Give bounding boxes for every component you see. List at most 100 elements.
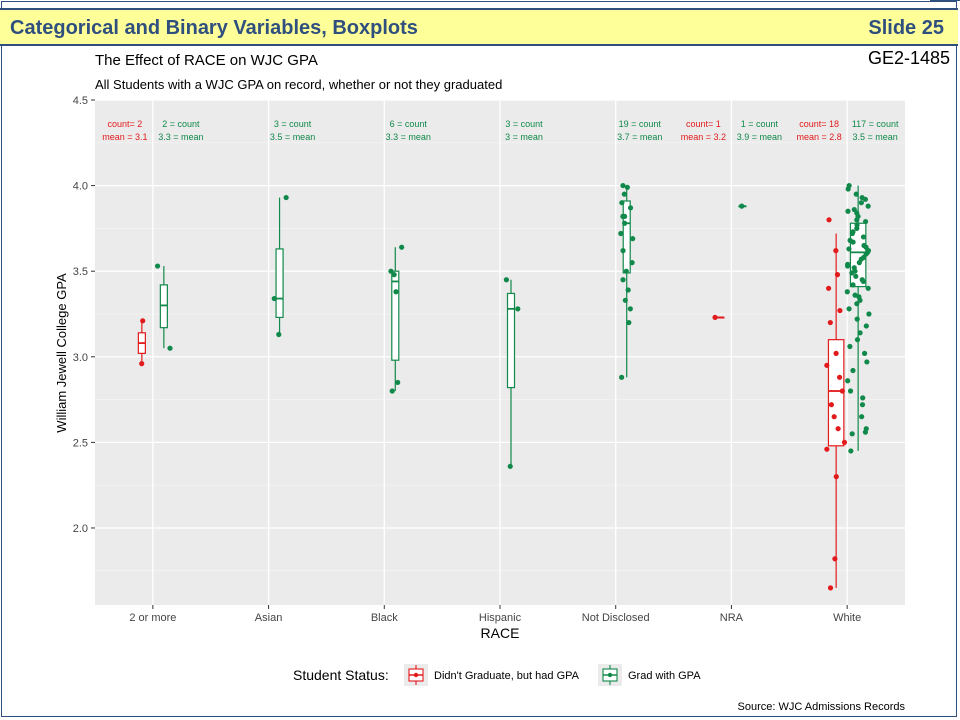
point-grad-with-gpa bbox=[850, 282, 856, 288]
chart-subtitle: All Students with a WJC GPA on record, w… bbox=[95, 77, 502, 92]
point-grad-with-gpa bbox=[850, 239, 856, 245]
mean-label-grad-with-gpa-hispanic: 3 = mean bbox=[505, 132, 543, 142]
point-grad-with-gpa bbox=[618, 230, 624, 237]
point-grad-with-gpa bbox=[859, 402, 866, 408]
point-grad-with-gpa bbox=[859, 414, 865, 420]
point-didn-t-graduate-but-had-gpa bbox=[139, 361, 145, 367]
point-didn-t-graduate-but-had-gpa bbox=[828, 402, 835, 408]
mean-label-grad-with-gpa-2-or-more: 3.3 = mean bbox=[158, 132, 203, 142]
box-iqr bbox=[275, 248, 284, 319]
point-grad-with-gpa bbox=[629, 260, 635, 266]
slide-code: GE2-1485 bbox=[867, 48, 950, 68]
point-grad-with-gpa bbox=[739, 203, 745, 209]
point-didn-t-graduate-but-had-gpa bbox=[824, 362, 830, 368]
point-grad-with-gpa bbox=[866, 311, 872, 317]
point-grad-with-gpa bbox=[283, 194, 289, 201]
point-grad-with-gpa bbox=[393, 289, 399, 295]
point-grad-with-gpa bbox=[862, 429, 869, 435]
point-grad-with-gpa bbox=[863, 323, 869, 329]
point-grad-with-gpa bbox=[849, 270, 855, 276]
point-grad-with-gpa bbox=[845, 378, 851, 384]
point-grad-with-gpa bbox=[395, 379, 401, 386]
mean-label-grad-with-gpa-not-disclosed: 3.7 = mean bbox=[617, 132, 662, 142]
point-grad-with-gpa bbox=[845, 263, 851, 269]
point-grad-with-gpa bbox=[854, 316, 860, 322]
x-tick-label-not-disclosed: Not Disclosed bbox=[582, 612, 650, 624]
axis-layer: 2.0 2.5 3.0 3.5 4.0 4.5 2 or more Asian Black His… bbox=[73, 95, 862, 624]
point-grad-with-gpa bbox=[276, 331, 282, 338]
mean-label-grad-with-gpa-asian: 3.5 = mean bbox=[270, 132, 315, 142]
y-tick-label: 3.0 bbox=[73, 352, 88, 364]
mean-label-grad-with-gpa-nra: 3.9 = mean bbox=[737, 132, 782, 142]
point-grad-with-gpa bbox=[854, 217, 860, 223]
count-label-grad-with-gpa-white: 117 = count bbox=[852, 119, 899, 129]
point-didn-t-graduate-but-had-gpa bbox=[824, 446, 830, 452]
point-grad-with-gpa bbox=[621, 191, 627, 197]
point-didn-t-graduate-but-had-gpa bbox=[827, 585, 834, 591]
y-tick-label: 4.0 bbox=[73, 181, 88, 193]
x-tick-label-white: White bbox=[833, 612, 861, 624]
point-layer bbox=[139, 182, 872, 591]
point-grad-with-gpa bbox=[849, 431, 855, 437]
point-grad-with-gpa bbox=[507, 463, 513, 469]
box-grad-with-gpa-asian bbox=[275, 197, 284, 335]
point-grad-with-gpa bbox=[856, 294, 862, 300]
point-grad-with-gpa bbox=[844, 289, 850, 295]
point-didn-t-graduate-but-had-gpa bbox=[140, 318, 146, 324]
point-grad-with-gpa bbox=[619, 200, 625, 206]
label-layer: count= 2 mean = 3.1 count= 1 mean = 3.2 coun… bbox=[102, 119, 899, 142]
point-grad-with-gpa bbox=[619, 374, 625, 380]
box-iqr bbox=[391, 270, 400, 361]
slide-title: Categorical and Binary Variables, Boxplo… bbox=[10, 17, 418, 39]
point-grad-with-gpa bbox=[864, 359, 870, 365]
point-didn-t-graduate-but-had-gpa bbox=[837, 307, 843, 314]
point-grad-with-gpa bbox=[622, 297, 628, 303]
legend-title: Student Status: bbox=[293, 667, 389, 683]
point-didn-t-graduate-but-had-gpa bbox=[712, 314, 718, 321]
point-grad-with-gpa bbox=[850, 367, 856, 374]
box-iqr bbox=[622, 200, 631, 274]
count-label-grad-with-gpa-asian: 3 = count bbox=[274, 119, 312, 129]
count-label-grad-with-gpa-nra: 1 = count bbox=[741, 119, 779, 129]
point-grad-with-gpa bbox=[626, 319, 632, 326]
point-grad-with-gpa bbox=[861, 350, 868, 356]
x-tick-label-nra: NRA bbox=[720, 612, 744, 624]
point-grad-with-gpa bbox=[849, 230, 855, 237]
point-didn-t-graduate-but-had-gpa bbox=[841, 439, 848, 445]
point-grad-with-gpa bbox=[624, 184, 630, 190]
point-grad-with-gpa bbox=[862, 196, 869, 202]
point-didn-t-graduate-but-had-gpa bbox=[831, 414, 837, 420]
point-didn-t-graduate-but-had-gpa bbox=[833, 248, 839, 254]
point-grad-with-gpa bbox=[503, 277, 509, 283]
point-grad-with-gpa bbox=[854, 337, 861, 343]
point-didn-t-graduate-but-had-gpa bbox=[826, 285, 832, 291]
point-didn-t-graduate-but-had-gpa bbox=[833, 350, 839, 356]
point-grad-with-gpa bbox=[856, 260, 862, 266]
point-grad-with-gpa bbox=[865, 285, 871, 291]
point-didn-t-graduate-but-had-gpa bbox=[837, 374, 843, 380]
count-label-didn-t-graduate-but-had-gpa-nra: count= 1 bbox=[686, 119, 721, 129]
legend-key-point bbox=[607, 672, 613, 678]
x-tick-label-asian: Asian bbox=[255, 612, 283, 624]
point-grad-with-gpa bbox=[860, 395, 866, 401]
count-label-grad-with-gpa-black: 6 = count bbox=[390, 119, 428, 129]
point-grad-with-gpa bbox=[860, 278, 866, 285]
slide-number: Slide 25 bbox=[868, 17, 944, 39]
point-didn-t-graduate-but-had-gpa bbox=[833, 474, 839, 480]
point-grad-with-gpa bbox=[167, 345, 173, 351]
chart-title: The Effect of RACE on WJC GPA bbox=[95, 52, 318, 69]
point-grad-with-gpa bbox=[627, 306, 633, 312]
x-axis-label: RACE bbox=[481, 625, 520, 641]
x-tick-label-black: Black bbox=[371, 612, 398, 624]
point-grad-with-gpa bbox=[389, 388, 395, 394]
point-grad-with-gpa bbox=[620, 182, 626, 189]
point-grad-with-gpa bbox=[399, 244, 405, 250]
point-grad-with-gpa bbox=[857, 330, 863, 336]
legend-label: Grad with GPA bbox=[628, 670, 701, 682]
mean-label-didn-t-graduate-but-had-gpa-nra: mean = 3.2 bbox=[681, 132, 726, 142]
mean-label-didn-t-graduate-but-had-gpa-white: mean = 2.8 bbox=[797, 132, 842, 142]
title-banner: Categorical and Binary Variables, Boxplo… bbox=[0, 8, 958, 46]
x-tick-label-hispanic: Hispanic bbox=[479, 612, 522, 624]
point-grad-with-gpa bbox=[271, 295, 277, 302]
point-grad-with-gpa bbox=[388, 268, 394, 274]
